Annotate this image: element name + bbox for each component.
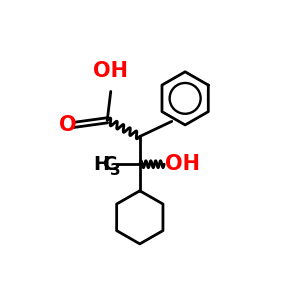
Text: OH: OH	[93, 61, 128, 81]
Text: 3: 3	[110, 163, 120, 178]
Text: C: C	[103, 155, 117, 174]
Text: H: H	[93, 155, 110, 174]
Text: OH: OH	[165, 154, 200, 174]
Text: O: O	[59, 115, 76, 135]
